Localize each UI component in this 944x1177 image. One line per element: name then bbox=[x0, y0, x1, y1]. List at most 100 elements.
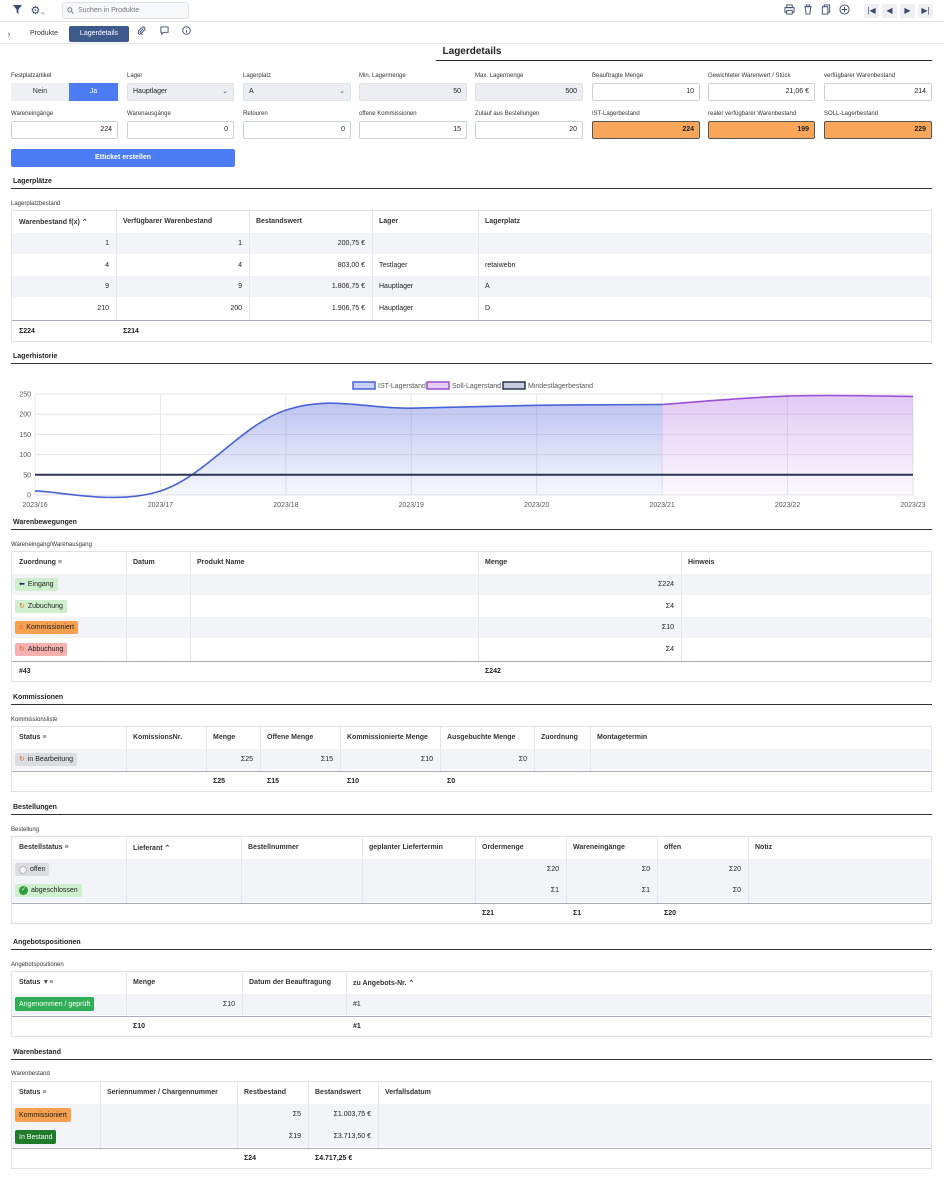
footer-sum: Σ214 bbox=[123, 328, 139, 335]
col-kommissionierte[interactable]: Kommissionierte Menge bbox=[347, 734, 428, 741]
add-circle-icon[interactable] bbox=[837, 4, 851, 18]
attachment-icon[interactable] bbox=[135, 26, 147, 42]
gear-icon[interactable]: ⚙⌄ bbox=[30, 5, 46, 17]
col-bestellnummer[interactable]: Bestellnummer bbox=[248, 844, 299, 851]
trash-icon[interactable] bbox=[801, 4, 815, 18]
col-datum[interactable]: Datum bbox=[133, 559, 155, 566]
col-offen[interactable]: offen bbox=[664, 844, 682, 851]
col-offene-menge[interactable]: Offene Menge bbox=[267, 734, 314, 741]
col-liefertermin[interactable]: geplanter Liefertermin bbox=[369, 844, 443, 851]
col-zuordnung[interactable]: Zuordnung bbox=[541, 734, 578, 741]
col-status[interactable]: Status ≡ bbox=[19, 1089, 47, 1096]
col-montagetermin[interactable]: Montagetermin bbox=[597, 734, 648, 741]
copy-icon[interactable] bbox=[819, 4, 833, 18]
col-lieferant[interactable]: Lieferant ⌃ bbox=[133, 845, 171, 852]
page-title: Lagerdetails bbox=[442, 46, 502, 57]
lagerplatz-select[interactable]: A ⌄ bbox=[243, 83, 351, 101]
col-ausgebuchte[interactable]: Ausgebuchte Menge bbox=[447, 734, 516, 741]
prev-icon[interactable]: ◀ bbox=[882, 4, 897, 18]
first-icon[interactable]: |◀ bbox=[864, 4, 879, 18]
col-verfallsdatum[interactable]: Verfallsdatum bbox=[385, 1089, 431, 1096]
soll-label: SOLL-Lagerbestand bbox=[824, 111, 879, 117]
cell: 1.806,75 € bbox=[331, 283, 365, 290]
col-restbestand[interactable]: Restbestand bbox=[244, 1089, 287, 1096]
col-status[interactable]: Status ▼≡ bbox=[19, 979, 54, 986]
toggle-ja[interactable]: Ja bbox=[69, 83, 118, 101]
col-menge[interactable]: Menge bbox=[133, 979, 156, 986]
cell: A bbox=[485, 283, 490, 290]
footer-sum: Σ1 bbox=[573, 910, 582, 917]
cell: 1 bbox=[105, 240, 109, 247]
footer-sum: Σ15 bbox=[267, 778, 279, 785]
col-verfuegbar[interactable]: Verfügbarer Warenbestand bbox=[123, 218, 213, 225]
col-lager[interactable]: Lager bbox=[379, 218, 399, 225]
expand-icon[interactable]: › bbox=[7, 29, 11, 39]
festplatz-label: Festplatzartikel bbox=[11, 73, 52, 79]
beauftragt-field: 10 bbox=[592, 83, 700, 101]
status-badge: ↻ Abbuchung bbox=[15, 643, 68, 656]
col-angebotsnr[interactable]: zu Angebots-Nr. ⌃ bbox=[353, 980, 415, 987]
col-zuordnung[interactable]: Zuordnung ≡ bbox=[19, 559, 62, 566]
gewicht-label: Gewichteter Warenwert / Stück bbox=[708, 73, 791, 79]
footer-sum: Σ25 bbox=[213, 778, 225, 785]
cell: 1 bbox=[238, 240, 242, 247]
cell: Σ25 bbox=[240, 756, 253, 763]
cell: Σ0 bbox=[518, 756, 527, 763]
col-ordermenge[interactable]: Ordermenge bbox=[482, 844, 524, 851]
cell: Hauptlager bbox=[379, 305, 414, 312]
tab-produkte[interactable]: Produkte bbox=[29, 30, 59, 37]
x-tick-label: 2023/21 bbox=[649, 502, 674, 509]
col-warenbestand[interactable]: Warenbestand f(x) ⌃ bbox=[19, 219, 88, 226]
wa-label: Warenausgänge bbox=[127, 111, 171, 117]
col-datum-beauftragung[interactable]: Datum der Beauftragung bbox=[249, 979, 332, 986]
col-status[interactable]: Status ≡ bbox=[19, 734, 47, 741]
warenbestand-sub: Warenbestand bbox=[11, 1071, 50, 1077]
col-menge[interactable]: Menge bbox=[485, 559, 508, 566]
series-area bbox=[35, 403, 663, 498]
footer-sum: Σ21 bbox=[482, 910, 494, 917]
col-bestandswert[interactable]: Bestandswert bbox=[256, 218, 302, 225]
comment-icon[interactable] bbox=[158, 26, 170, 42]
cell: 1.906,75 € bbox=[331, 305, 365, 312]
cell: 4 bbox=[105, 262, 109, 269]
col-produktname[interactable]: Produkt Name bbox=[197, 559, 245, 566]
legend-label: Soll-Lagerstand bbox=[452, 383, 501, 390]
table-row bbox=[12, 574, 931, 595]
print-icon[interactable] bbox=[782, 4, 796, 18]
section-kommissionen: Kommissionen bbox=[13, 694, 64, 701]
col-wareneingaenge[interactable]: Wareneingänge bbox=[573, 844, 625, 851]
max-field[interactable]: 500 bbox=[475, 83, 583, 101]
next-icon[interactable]: ▶ bbox=[900, 4, 915, 18]
x-tick-label: 2023/17 bbox=[148, 502, 173, 509]
real-field: 199 bbox=[708, 121, 815, 139]
col-bestellstatus[interactable]: Bestellstatus ≡ bbox=[19, 844, 69, 851]
footer-sum: Σ242 bbox=[485, 668, 501, 675]
filter-icon[interactable] bbox=[10, 4, 24, 18]
tab-lagerdetails[interactable]: Lagerdetails bbox=[69, 26, 129, 42]
komm-label: offene Kommissionen bbox=[359, 111, 417, 117]
etikett-button[interactable]: Etticket erstellen bbox=[11, 149, 235, 167]
cell: 9 bbox=[105, 283, 109, 290]
search-input[interactable]: Suchen in Produkte bbox=[62, 2, 189, 19]
footer-sum: Σ10 bbox=[133, 1023, 145, 1030]
last-icon[interactable]: ▶| bbox=[918, 4, 933, 18]
max-label: Max. Lagermenge bbox=[475, 73, 524, 79]
cell: Σ0 bbox=[641, 866, 650, 873]
col-hinweis[interactable]: Hinweis bbox=[688, 559, 715, 566]
col-bestandswert[interactable]: Bestandswert bbox=[315, 1089, 361, 1096]
lager-select[interactable]: Hauptlager ⌄ bbox=[127, 83, 234, 101]
min-field[interactable]: 50 bbox=[359, 83, 467, 101]
legend-swatch bbox=[502, 381, 526, 390]
col-lagerplatz[interactable]: Lagerplatz bbox=[485, 218, 521, 225]
toggle-nein[interactable]: Nein bbox=[11, 83, 69, 101]
wa-field: 0 bbox=[127, 121, 234, 139]
col-komissionsnr[interactable]: KomissionsNr. bbox=[133, 734, 183, 741]
col-seriennummer[interactable]: Seriennummer / Chargennummer bbox=[107, 1089, 218, 1096]
col-notiz[interactable]: Notiz bbox=[755, 844, 773, 851]
section-warenbewegungen: Warenbewegungen bbox=[13, 519, 77, 526]
series-line bbox=[662, 394, 914, 406]
col-menge[interactable]: Menge bbox=[213, 734, 236, 741]
info-icon[interactable] bbox=[180, 26, 192, 42]
status-badge: In Bestand bbox=[15, 1130, 57, 1144]
ret-field: 0 bbox=[243, 121, 351, 139]
